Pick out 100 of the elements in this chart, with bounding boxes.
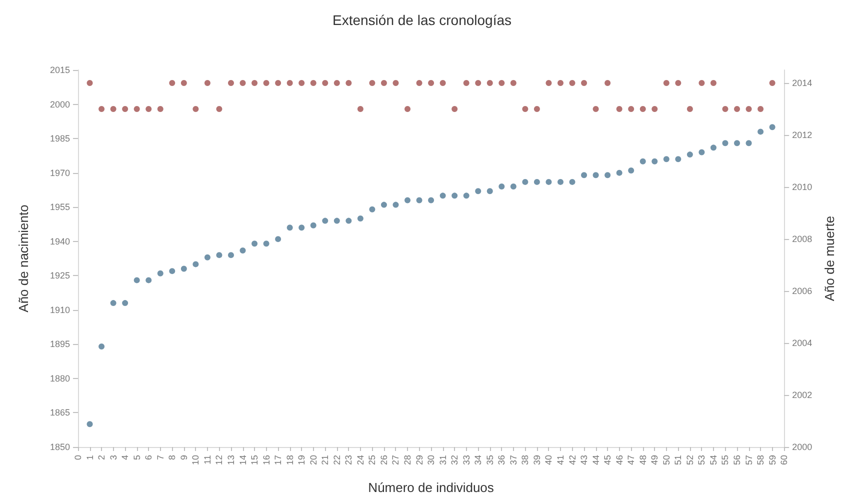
point bbox=[710, 144, 716, 151]
point bbox=[157, 270, 164, 276]
point bbox=[510, 184, 516, 190]
point bbox=[546, 178, 552, 185]
x-tick-label: 24 bbox=[355, 455, 366, 466]
x-tick-label: 31 bbox=[438, 455, 448, 466]
point bbox=[722, 140, 728, 146]
point bbox=[216, 252, 222, 258]
point bbox=[675, 156, 682, 162]
point bbox=[286, 224, 293, 231]
point bbox=[404, 197, 411, 204]
x-tick-label: 28 bbox=[402, 455, 413, 466]
y-tick-label: 1940 bbox=[50, 236, 70, 246]
point bbox=[146, 277, 152, 284]
point bbox=[734, 140, 740, 146]
point bbox=[686, 152, 693, 158]
x-tick-label: 32 bbox=[450, 455, 460, 466]
point bbox=[392, 202, 399, 208]
x-tick-label: 1 bbox=[84, 455, 95, 460]
y-tick-label: 1880 bbox=[50, 373, 70, 384]
point bbox=[110, 300, 116, 306]
point bbox=[640, 158, 646, 164]
point bbox=[369, 206, 376, 212]
point bbox=[758, 128, 764, 135]
point bbox=[298, 224, 305, 231]
point bbox=[769, 124, 776, 130]
x-tick-label: 16 bbox=[261, 455, 272, 466]
x-tick-label: 53 bbox=[696, 455, 707, 466]
point bbox=[569, 178, 576, 185]
x-tick-label: 17 bbox=[273, 455, 284, 466]
point bbox=[604, 172, 611, 178]
x-tick-label: 18 bbox=[284, 455, 295, 466]
x-tick-label: 20 bbox=[308, 455, 318, 466]
x-tick-label: 46 bbox=[614, 455, 624, 466]
point bbox=[357, 216, 364, 222]
x-tick-label: 7 bbox=[155, 455, 166, 460]
chart-title: Extensión de las cronologías bbox=[332, 12, 512, 28]
x-tick-label: 21 bbox=[320, 455, 330, 466]
point bbox=[628, 168, 634, 174]
x-tick-label: 48 bbox=[638, 455, 648, 466]
x-tick-label: 49 bbox=[650, 455, 660, 466]
x-tick-label: 50 bbox=[661, 455, 672, 466]
point bbox=[380, 202, 387, 208]
x-tick-label: 47 bbox=[626, 455, 636, 466]
x-tick-label: 0 bbox=[73, 455, 83, 460]
x-tick-label: 59 bbox=[767, 455, 778, 466]
x-tick-label: 8 bbox=[167, 455, 178, 460]
point bbox=[98, 343, 105, 350]
x-tick-label: 51 bbox=[673, 455, 684, 466]
point bbox=[86, 421, 93, 428]
x-tick-label: 40 bbox=[544, 455, 554, 466]
point bbox=[192, 261, 199, 268]
point bbox=[122, 300, 128, 306]
x-tick-label: 34 bbox=[473, 455, 484, 466]
x-tick-label: 10 bbox=[190, 455, 201, 466]
x-tick-label: 13 bbox=[226, 455, 236, 466]
point bbox=[475, 188, 482, 194]
y2-tick-label: 2004 bbox=[792, 338, 812, 348]
y-tick-label: 2015 bbox=[50, 65, 70, 75]
point bbox=[334, 218, 340, 224]
y-tick-label: 1865 bbox=[50, 408, 70, 418]
point bbox=[652, 158, 658, 164]
x-tick-label: 5 bbox=[132, 455, 142, 460]
y-tick-label: 1985 bbox=[50, 134, 70, 144]
point bbox=[169, 268, 176, 274]
y2-tick-label: 2014 bbox=[792, 78, 812, 88]
x-tick-label: 55 bbox=[720, 455, 730, 466]
x-tick-label: 3 bbox=[108, 455, 118, 460]
x-tick-label: 29 bbox=[414, 455, 424, 466]
x-tick-label: 43 bbox=[579, 455, 590, 466]
y-tick-label: 2000 bbox=[50, 99, 70, 110]
x-tick-label: 36 bbox=[496, 455, 507, 466]
point bbox=[581, 172, 588, 178]
y-tick-label: 1895 bbox=[50, 339, 70, 350]
x-tick-label: 23 bbox=[344, 455, 354, 466]
x-tick-label: 27 bbox=[390, 455, 401, 466]
point bbox=[416, 197, 422, 204]
x-tick-label: 37 bbox=[508, 455, 518, 466]
x-tick-label: 25 bbox=[367, 455, 378, 466]
point bbox=[663, 156, 670, 162]
x-tick-label: 11 bbox=[202, 455, 212, 464]
point bbox=[557, 178, 564, 185]
x-tick-label: 41 bbox=[555, 455, 566, 466]
point bbox=[498, 184, 505, 190]
y-tick-label: 1925 bbox=[50, 270, 70, 281]
y2-tick-label: 2008 bbox=[792, 234, 812, 244]
point bbox=[134, 277, 140, 284]
point bbox=[698, 149, 705, 156]
point bbox=[275, 236, 282, 242]
x-tick-label: 60 bbox=[779, 455, 790, 466]
x-tick-label: 2 bbox=[96, 455, 107, 460]
x-tick-label: 33 bbox=[461, 455, 472, 466]
point bbox=[486, 188, 493, 194]
y-tick-label: 1850 bbox=[50, 442, 70, 452]
y2-axis-title: Año de muerte bbox=[822, 216, 837, 302]
x-tick-label: 35 bbox=[484, 455, 495, 466]
x-tick-label: 19 bbox=[296, 455, 307, 466]
y2-tick-label: 2000 bbox=[792, 442, 812, 452]
x-tick-label: 14 bbox=[238, 455, 248, 466]
y2-tick-label: 2006 bbox=[792, 286, 812, 296]
